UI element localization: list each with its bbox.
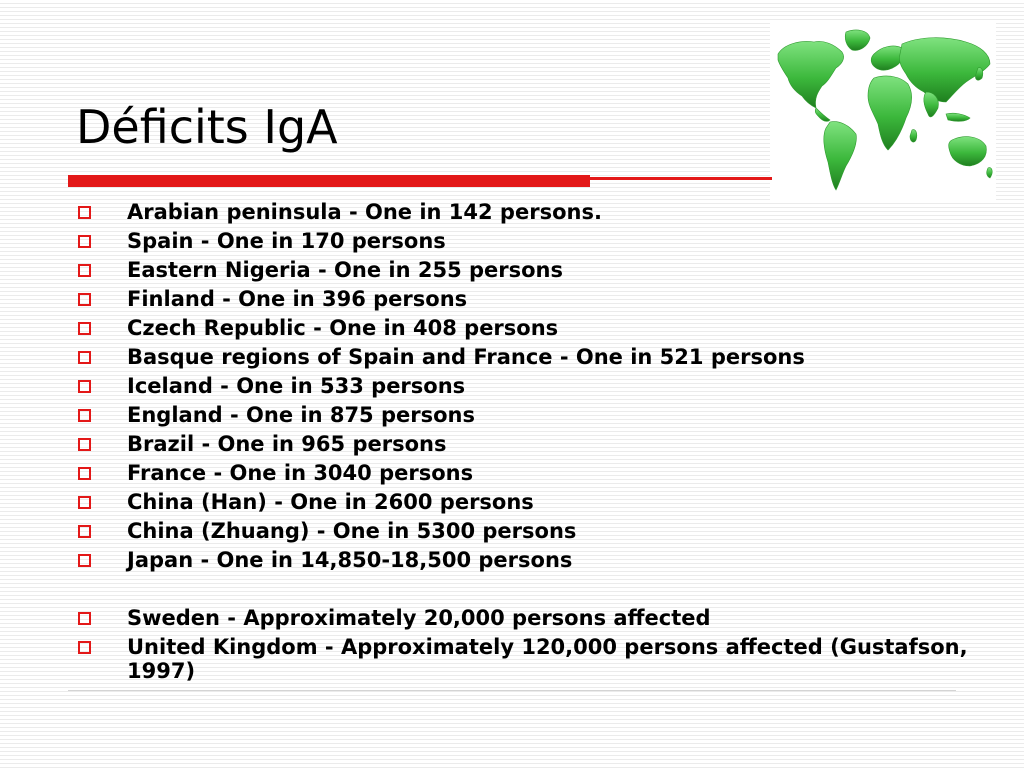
list-item-text: Eastern Nigeria - One in 255 persons xyxy=(127,258,563,282)
square-bullet-icon xyxy=(78,380,91,393)
new-zealand-shape xyxy=(986,167,993,179)
indonesia-shape xyxy=(945,112,971,122)
list-item: Spain - One in 170 persons xyxy=(76,227,976,256)
square-bullet-icon xyxy=(78,554,91,567)
title-underline-thin xyxy=(590,177,772,180)
square-bullet-icon xyxy=(78,351,91,364)
square-bullet-icon xyxy=(78,467,91,480)
list-item: Eastern Nigeria - One in 255 persons xyxy=(76,256,976,285)
list-item-text: Spain - One in 170 persons xyxy=(127,229,446,253)
list-item: Brazil - One in 965 persons xyxy=(76,430,976,459)
list-item-text: England - One in 875 persons xyxy=(127,403,475,427)
asia-shape xyxy=(899,37,991,103)
square-bullet-icon xyxy=(78,409,91,422)
list-item: Japan - One in 14,850-18,500 persons xyxy=(76,546,976,575)
square-bullet-icon xyxy=(78,322,91,335)
list-item: Basque regions of Spain and France - One… xyxy=(76,343,976,372)
japan-shape xyxy=(975,67,984,81)
square-bullet-icon xyxy=(78,438,91,451)
slide-title: Déficits IgA xyxy=(76,100,338,154)
square-bullet-icon xyxy=(78,293,91,306)
square-bullet-icon xyxy=(78,525,91,538)
square-bullet-icon xyxy=(78,206,91,219)
europe-shape xyxy=(870,45,904,71)
square-bullet-icon xyxy=(78,641,91,654)
south-america-shape xyxy=(823,121,857,191)
list-item: United Kingdom - Approximately 120,000 p… xyxy=(76,633,976,683)
square-bullet-icon xyxy=(78,612,91,625)
world-map-image xyxy=(770,22,996,202)
world-map-icon xyxy=(777,29,993,191)
india-shape xyxy=(923,91,939,118)
list-item-text: Basque regions of Spain and France - One… xyxy=(127,345,805,369)
list-item: Arabian peninsula - One in 142 persons. xyxy=(76,198,976,227)
list-item-text: Finland - One in 396 persons xyxy=(127,287,468,311)
list-item-text: China (Han) - One in 2600 persons xyxy=(127,490,534,514)
list-item: Iceland - One in 533 persons xyxy=(76,372,976,401)
list-item-text: China (Zhuang) - One in 5300 persons xyxy=(127,519,577,543)
bullet-list: Arabian peninsula - One in 142 persons. … xyxy=(76,198,976,683)
list-item: Sweden - Approximately 20,000 persons af… xyxy=(76,604,976,633)
square-bullet-icon xyxy=(78,496,91,509)
africa-shape xyxy=(867,75,912,151)
list-item: Finland - One in 396 persons xyxy=(76,285,976,314)
list-item-text: Sweden - Approximately 20,000 persons af… xyxy=(127,606,711,630)
list-item-text: Iceland - One in 533 persons xyxy=(127,374,466,398)
north-america-shape xyxy=(777,41,844,109)
list-item: China (Han) - One in 2600 persons xyxy=(76,488,976,517)
list-item: Czech Republic - One in 408 persons xyxy=(76,314,976,343)
list-item: England - One in 875 persons xyxy=(76,401,976,430)
list-item-text: Japan - One in 14,850-18,500 persons xyxy=(127,548,573,572)
greenland-shape xyxy=(844,29,871,51)
list-item-text: France - One in 3040 persons xyxy=(127,461,474,485)
list-item-text: Czech Republic - One in 408 persons xyxy=(127,316,559,340)
list-item: China (Zhuang) - One in 5300 persons xyxy=(76,517,976,546)
central-america-shape xyxy=(814,107,831,122)
list-item-text: Arabian peninsula - One in 142 persons. xyxy=(127,200,602,224)
australia-shape xyxy=(948,136,987,167)
madagascar-shape xyxy=(909,129,918,143)
bottom-divider xyxy=(68,690,956,691)
square-bullet-icon xyxy=(78,235,91,248)
title-underline-thick xyxy=(68,175,590,187)
list-item: France - One in 3040 persons xyxy=(76,459,976,488)
square-bullet-icon xyxy=(78,264,91,277)
list-item-text: United Kingdom - Approximately 120,000 p… xyxy=(127,635,968,683)
list-item-text: Brazil - One in 965 persons xyxy=(127,432,447,456)
